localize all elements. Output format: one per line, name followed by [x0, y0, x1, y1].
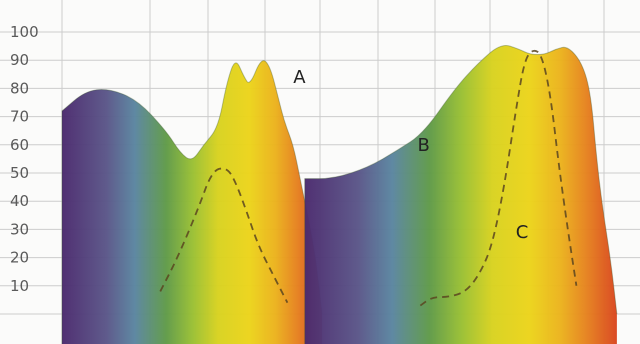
area-outline-B — [304, 44, 618, 344]
curve-label-A: A — [293, 67, 306, 88]
y-tick-label: 80 — [10, 79, 29, 97]
area-series-B — [304, 45, 617, 344]
y-tick-label: 20 — [10, 249, 29, 267]
y-tick-label: 10 — [10, 277, 29, 295]
y-tick-label: 100 — [10, 23, 39, 41]
dashed-line-series-C — [159, 167, 289, 304]
area-layer — [61, 44, 618, 344]
curve-label-B: B — [417, 135, 429, 156]
y-axis-tick-labels: 100 90 80 70 60 50 40 30 20 10 — [10, 23, 39, 295]
y-tick-label: 50 — [10, 164, 29, 182]
y-tick-label: 90 — [10, 51, 29, 69]
line-layer — [159, 49, 578, 307]
y-tick-label: 60 — [10, 136, 29, 154]
y-tick-label: 70 — [10, 108, 29, 126]
y-tick-label: 40 — [10, 192, 29, 210]
y-tick-label: 30 — [10, 220, 29, 238]
curve-labels: A B C — [293, 67, 528, 243]
area-series-A — [62, 60, 323, 344]
curve-label-C: C — [516, 222, 529, 243]
area-outline-A — [61, 60, 323, 344]
dashed-line-series-C — [419, 49, 578, 307]
